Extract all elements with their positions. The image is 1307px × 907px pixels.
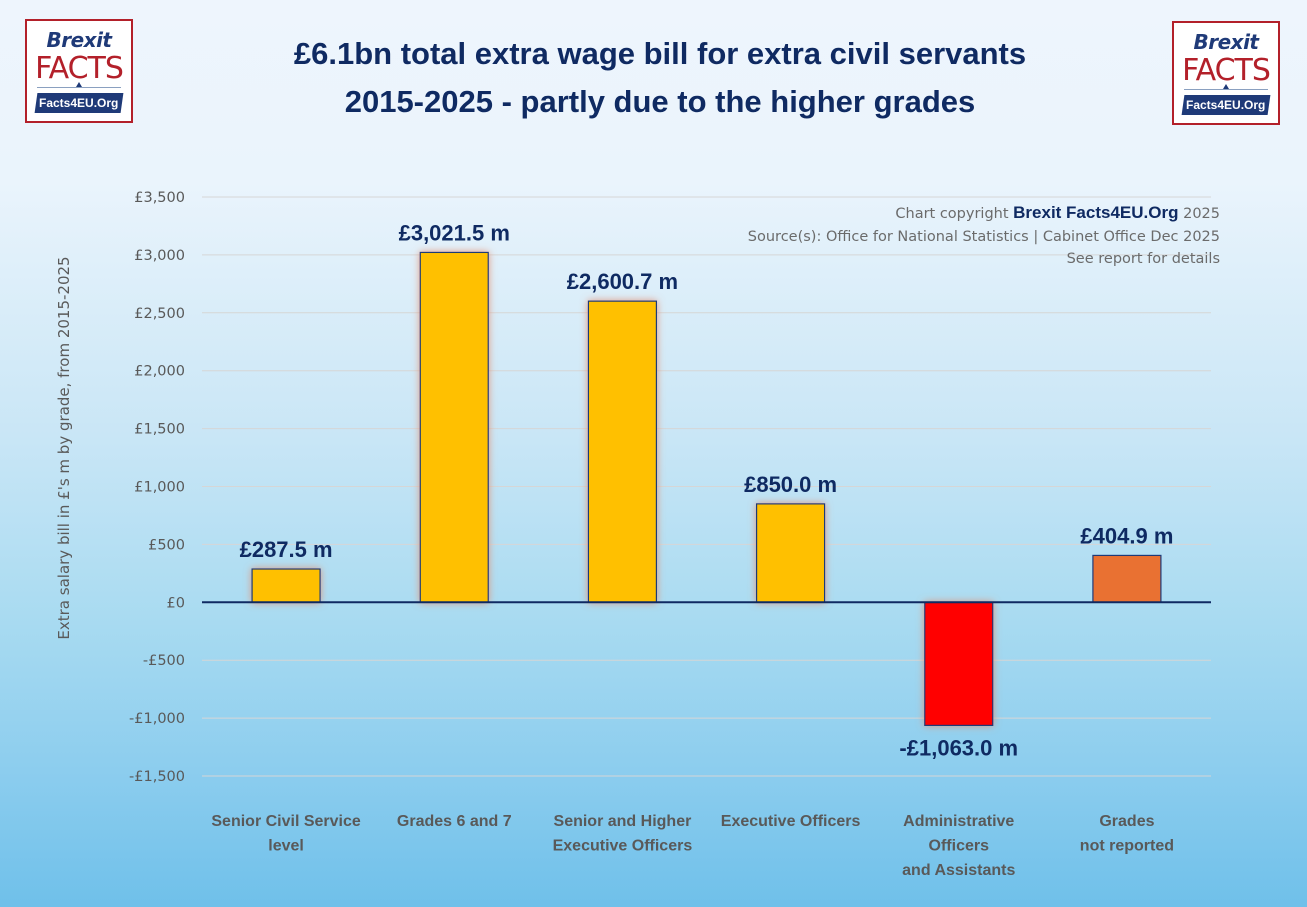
logo-brand-text: Brexit: [46, 28, 113, 52]
bar: [419, 251, 489, 603]
x-category-label: not reported: [1080, 838, 1174, 855]
y-tick-label: £1,500: [134, 422, 185, 438]
y-tick-label: -£1,500: [129, 769, 185, 785]
chart-title-line-2: 2015-2025 - partly due to the higher gra…: [344, 84, 976, 119]
logo-triangle-icon: [76, 82, 82, 87]
bar: [755, 503, 826, 603]
logo-divider: [37, 87, 121, 88]
y-tick-label: £3,000: [134, 248, 185, 264]
x-category-label: Grades 6 and 7: [397, 813, 512, 830]
x-axis-categories: Senior Civil Service level Grades 6 and 7 S…: [211, 813, 1174, 879]
x-category-label: Officers: [929, 838, 990, 855]
x-category-label: Senior Civil Service: [211, 813, 361, 830]
data-label: -£1,063.0 m: [899, 735, 1018, 760]
chart-source: Source(s): Office for National Statistic…: [747, 229, 1220, 245]
chart-copyright: Chart copyright Brexit Facts4EU.Org 2025: [895, 203, 1220, 223]
y-tick-label: £2,000: [134, 364, 185, 380]
brexit-facts-logo-right: Brexit FACTS Facts4EU.Org: [1172, 21, 1280, 125]
y-tick-label: £1,000: [134, 480, 185, 496]
copyright-suffix: 2025: [1178, 206, 1220, 222]
x-category-label: Administrative: [903, 813, 1014, 830]
bar: [587, 300, 658, 603]
logo-facts-text: FACTS: [1182, 53, 1271, 88]
gridlines: [202, 196, 1211, 777]
brexit-facts-logo-left: Brexit FACTS Facts4EU.Org: [25, 19, 133, 123]
copyright-prefix: Chart copyright: [895, 206, 1014, 222]
y-tick-label: -£500: [143, 653, 185, 669]
data-label: £850.0 m: [744, 472, 837, 497]
logo-facts-text: FACTS: [35, 51, 124, 86]
y-tick-label: £500: [148, 537, 185, 553]
x-category-label: level: [268, 838, 304, 855]
bar: [1092, 554, 1162, 603]
x-category-label: and Assistants: [902, 862, 1015, 879]
x-category-label: Executive Officers: [553, 838, 693, 855]
data-label: £287.5 m: [240, 537, 333, 562]
data-label: £2,600.7 m: [567, 269, 678, 294]
bar: [251, 568, 321, 603]
data-label: £3,021.5 m: [399, 220, 510, 245]
y-tick-label: £0: [167, 595, 185, 611]
data-label: £404.9 m: [1080, 523, 1173, 548]
x-category-label: Senior and Higher: [554, 813, 692, 830]
logo-triangle-icon: [1223, 84, 1229, 89]
y-tick-label: -£1,000: [129, 711, 185, 727]
chart-title-line-1: £6.1bn total extra wage bill for extra c…: [293, 36, 1027, 71]
copyright-brand: Brexit Facts4EU.Org: [1013, 203, 1179, 222]
y-axis-label: Extra salary bill in £'s m by grade, fro…: [55, 256, 73, 640]
chart-note: See report for details: [1066, 251, 1220, 267]
y-tick-label: £3,500: [134, 190, 185, 206]
bar: [924, 601, 994, 726]
y-axis-ticks: £3,500 £3,000 £2,500 £2,000 £1,500 £1,000 £500…: [129, 190, 185, 785]
y-tick-label: £2,500: [134, 306, 185, 322]
x-category-label: Grades: [1099, 813, 1154, 830]
logo-divider: [1184, 89, 1268, 90]
bars: [251, 251, 1162, 726]
logo-brand-text: Brexit: [1193, 30, 1260, 54]
x-category-label: Executive Officers: [721, 813, 861, 830]
data-labels: £287.5 m £3,021.5 m £2,600.7 m £850.0 m -£1,…: [240, 220, 1174, 760]
